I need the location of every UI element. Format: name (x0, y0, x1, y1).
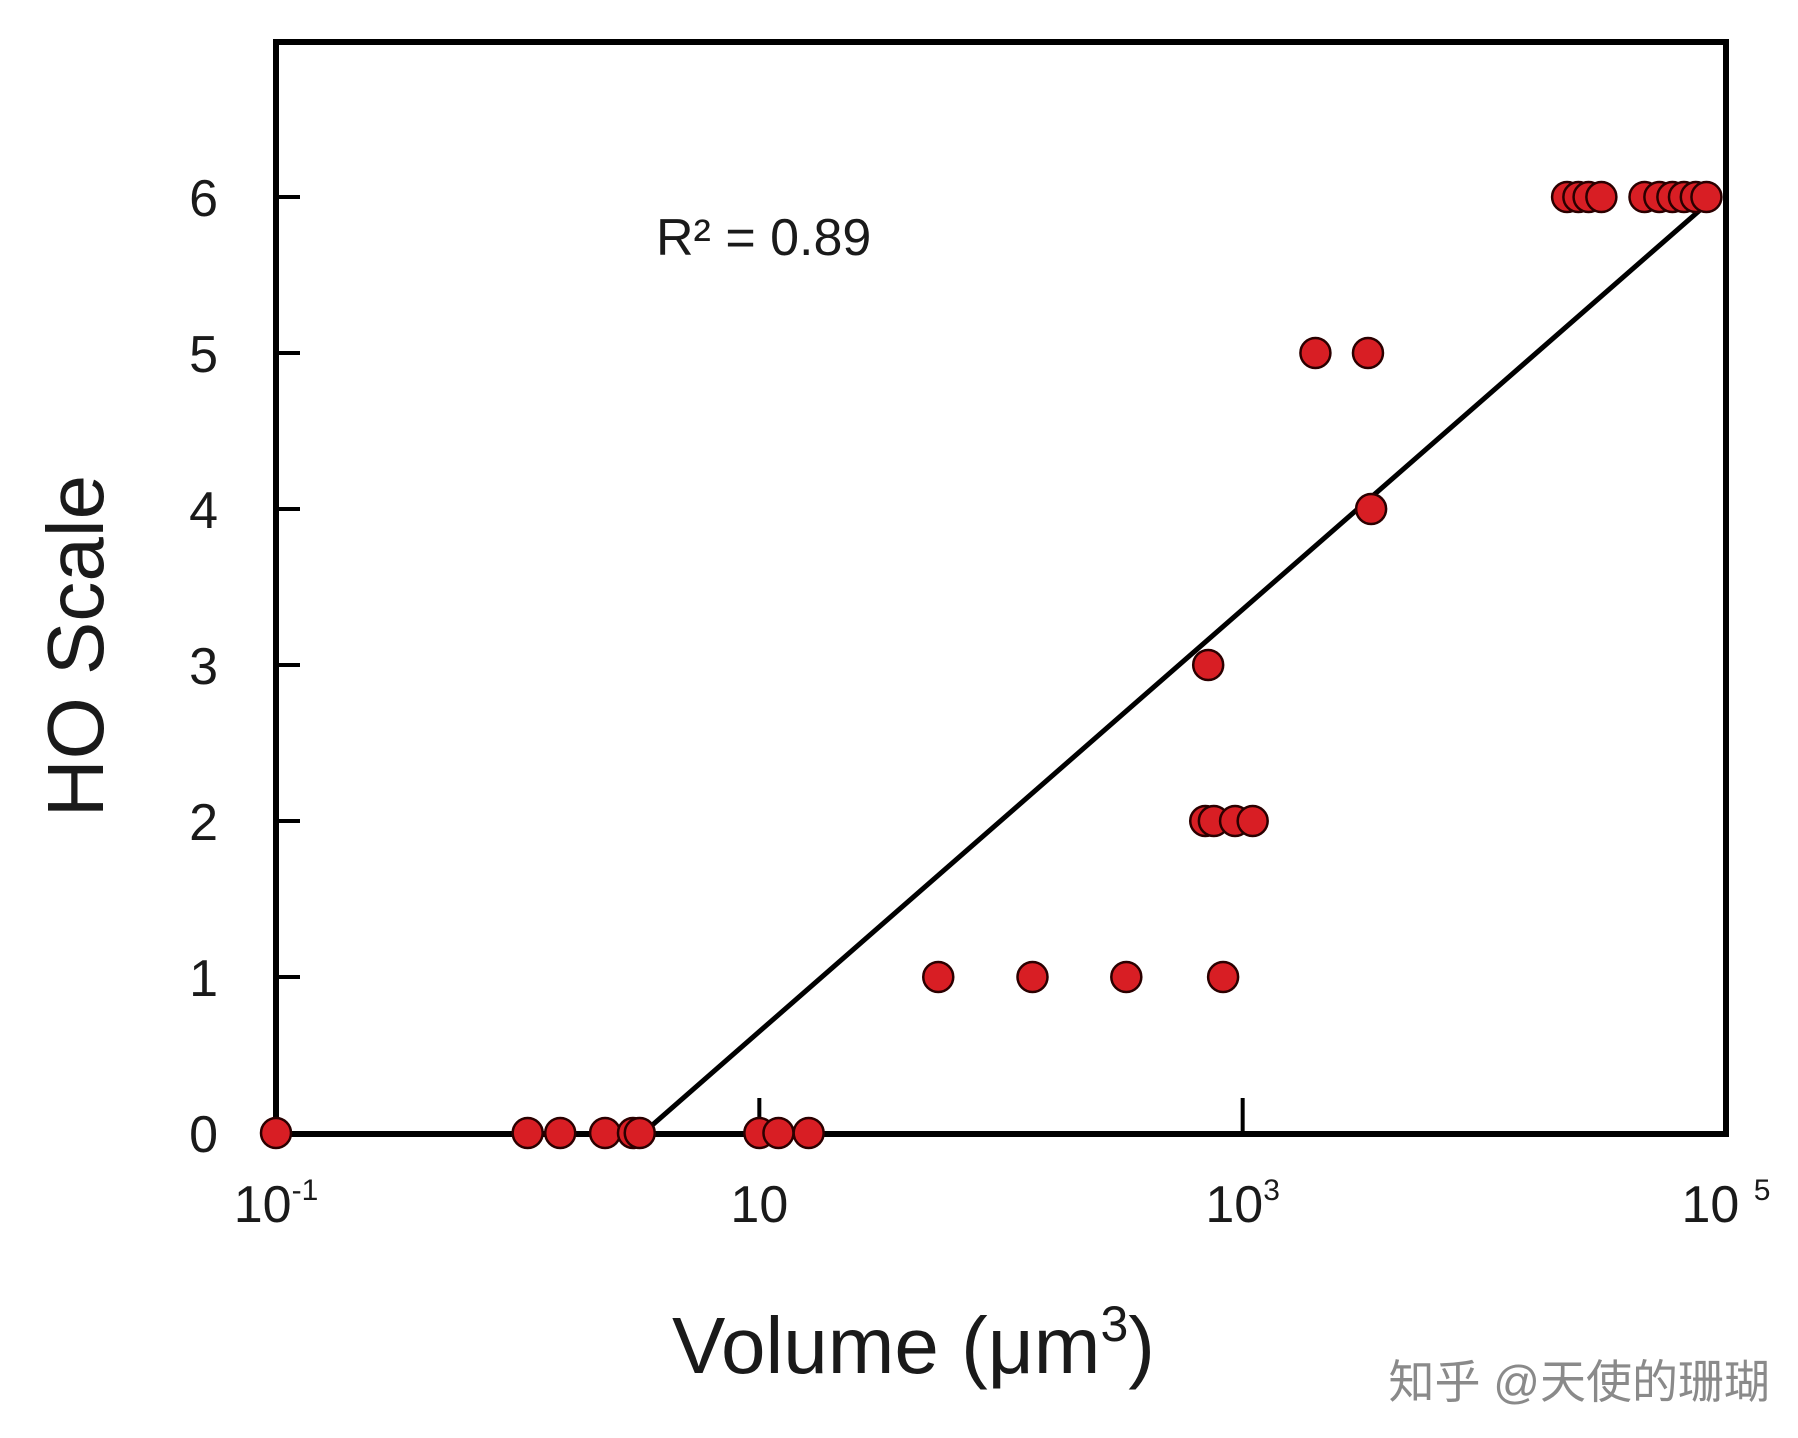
r-squared-annotation: R² = 0.89 (656, 209, 871, 267)
data-point (1354, 492, 1388, 526)
x-axis-title-superscript: 3 (1100, 1296, 1128, 1352)
data-point (623, 1116, 656, 1150)
data-point (511, 1116, 544, 1150)
y-tick-label: 1 (189, 950, 218, 1008)
y-axis-title: HO Scale (31, 475, 120, 817)
data-point (922, 960, 955, 994)
x-axis-title: Volume (μm3) (672, 1296, 1155, 1390)
x-tick-label-base: 10 (730, 1176, 788, 1234)
data-points (259, 180, 1723, 1150)
data-point (1236, 804, 1269, 838)
data-point (543, 1116, 577, 1150)
data-point (1690, 180, 1723, 214)
y-tick-label: 6 (189, 170, 218, 228)
data-point (259, 1116, 293, 1150)
data-point (1585, 180, 1618, 214)
y-tick-label: 4 (189, 482, 218, 540)
data-point (1191, 648, 1225, 682)
x-tick-label: 10 5 (1682, 1174, 1771, 1234)
x-tick-label-base: 10 (234, 1176, 292, 1234)
x-axis-title-main: Volume (μm (672, 1301, 1100, 1390)
x-tick-label-base: 10 (1205, 1176, 1263, 1234)
data-point (1206, 960, 1240, 994)
x-tick-label-exponent: 5 (1754, 1174, 1771, 1207)
y-tick-label: 3 (189, 638, 218, 696)
x-tick-label: 10-1 (234, 1174, 319, 1234)
data-point (762, 1116, 795, 1150)
data-point (588, 1116, 622, 1150)
data-point (792, 1116, 825, 1150)
data-point (1110, 960, 1143, 994)
data-point (1016, 960, 1049, 994)
plot-frame (273, 39, 1729, 1137)
x-axis-title-close: ) (1128, 1301, 1155, 1390)
data-point (1299, 336, 1332, 370)
x-tick-label: 10 (730, 1176, 788, 1234)
x-tick-label-base: 10 (1682, 1176, 1754, 1234)
regression-line (650, 195, 1717, 1128)
watermark-text: 知乎 @天使的珊瑚 (1389, 1356, 1770, 1408)
y-axis-ticks: 0 1 2 3 4 5 6 (189, 170, 300, 1164)
x-tick-label-exponent: 3 (1263, 1174, 1280, 1207)
x-tick-label-exponent: -1 (292, 1174, 319, 1207)
x-tick-label: 103 (1205, 1174, 1280, 1234)
y-tick-label: 0 (189, 1106, 218, 1164)
y-tick-label: 5 (189, 326, 218, 384)
data-point (1351, 336, 1385, 370)
y-tick-label: 2 (189, 794, 218, 852)
x-axis-ticks: 10-1 10 103 10 5 (234, 1098, 1771, 1234)
